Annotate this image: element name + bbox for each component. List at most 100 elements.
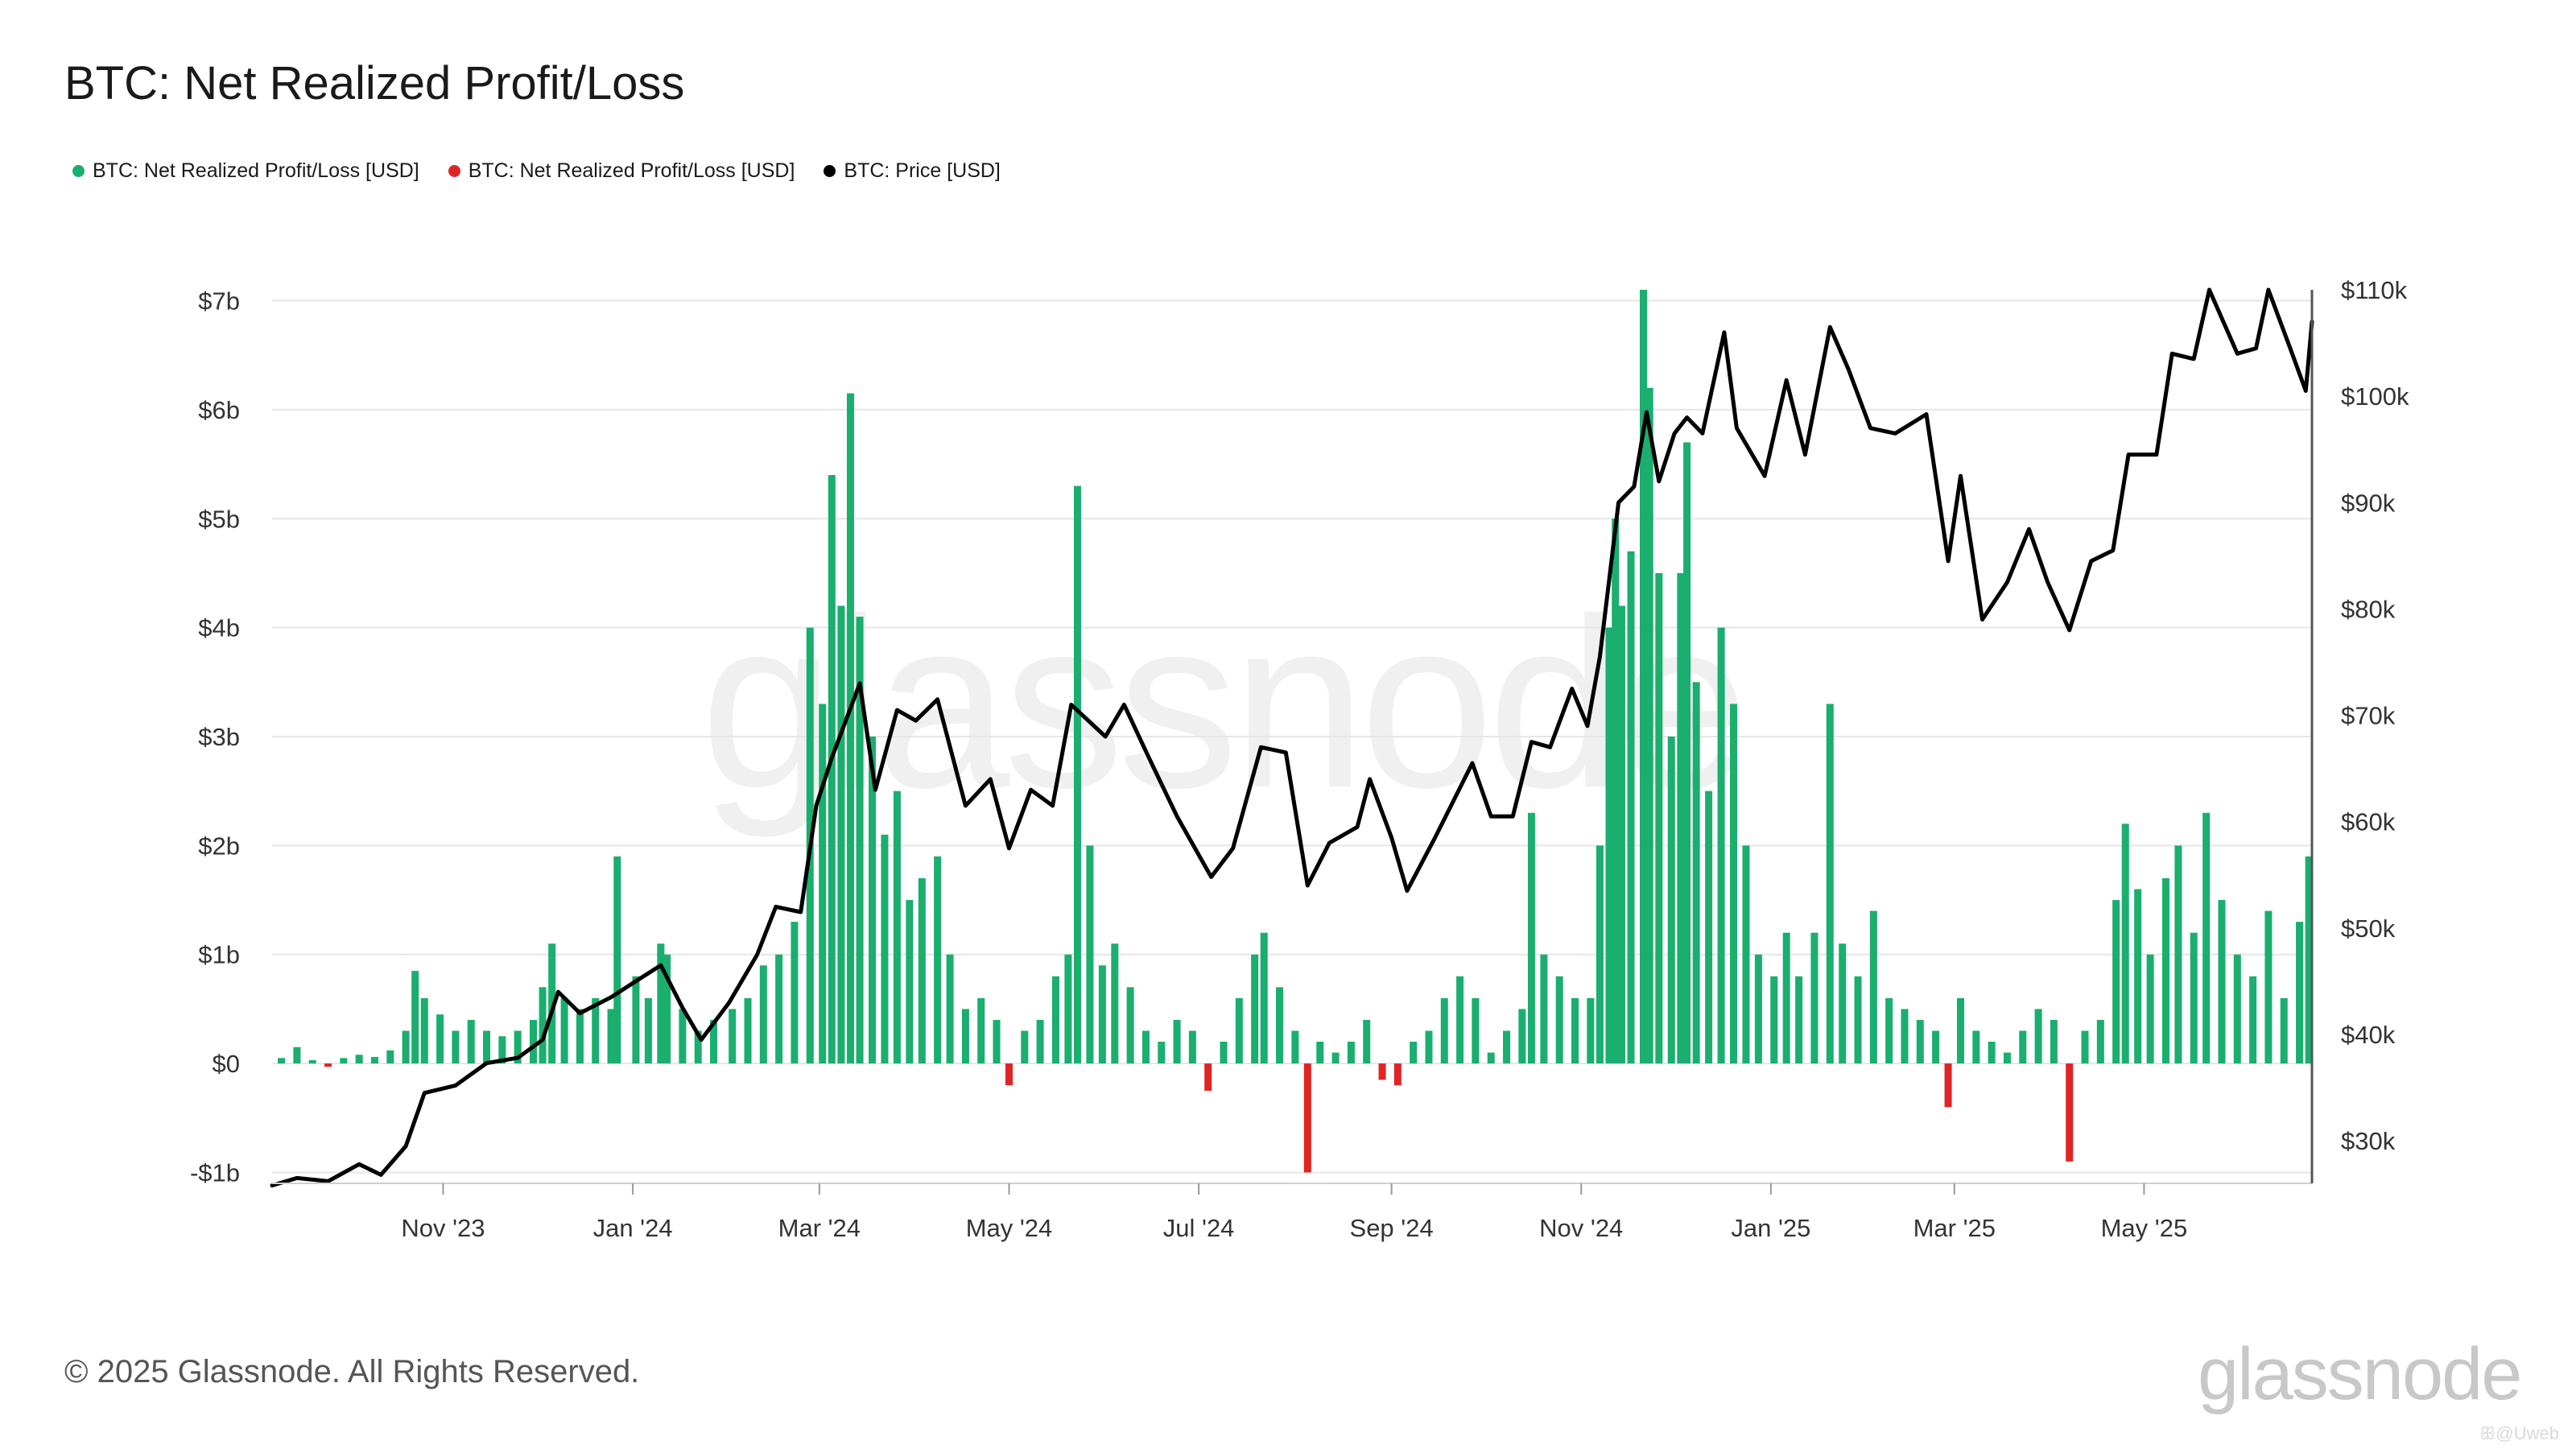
legend-label-profit: BTC: Net Realized Profit/Loss [USD] <box>93 159 419 182</box>
loss-bar <box>1393 1063 1402 1086</box>
x-tick-label: Jan '25 <box>1731 1214 1810 1242</box>
profit-bar <box>2305 856 2313 1064</box>
x-tick-label: Jan '24 <box>593 1214 673 1242</box>
profit-bar <box>1810 932 1818 1064</box>
profit-bar <box>2081 1030 2089 1064</box>
x-tick-label: Nov '23 <box>401 1214 485 1242</box>
loss-bar <box>1378 1063 1386 1080</box>
profit-bar <box>744 997 752 1064</box>
profit-bar <box>1692 682 1700 1064</box>
profit-bar <box>961 1009 969 1064</box>
profit-bar <box>1916 1019 1924 1064</box>
y-left-tick-label: $7b <box>198 287 240 316</box>
y-right-tick-label: $30k <box>2341 1127 2396 1155</box>
profit-bar <box>2190 932 2198 1064</box>
profit-bar <box>1036 1019 1044 1064</box>
profit-bar <box>946 954 954 1064</box>
profit-bar <box>1456 976 1464 1064</box>
profit-bar <box>539 987 547 1064</box>
profit-bar <box>1503 1030 1511 1064</box>
profit-bar <box>1051 976 1059 1064</box>
profit-bar <box>1957 997 1965 1064</box>
legend-dot-black <box>824 165 836 177</box>
y-left-tick-label: $5b <box>198 505 240 533</box>
profit-bar <box>402 1030 410 1064</box>
profit-bar <box>2264 910 2273 1064</box>
profit-bar <box>2096 1019 2104 1064</box>
profit-bar <box>1472 997 1480 1064</box>
profit-bar <box>340 1058 348 1064</box>
y-right-tick-label: $90k <box>2341 489 2396 517</box>
profit-bar <box>1086 845 1094 1064</box>
x-tick-label: Jul '24 <box>1163 1214 1235 1242</box>
profit-bar <box>791 922 799 1064</box>
profit-bar <box>308 1060 316 1064</box>
tick-labels: -$1b $0 $1b $2b $3b $4b $5b $6b $7b $30k $40k $50k $… <box>190 276 2409 1242</box>
profit-bar <box>1869 910 1877 1064</box>
profit-bar <box>1932 1030 1940 1064</box>
y-left-tick-label: $3b <box>198 723 240 751</box>
profit-bar <box>2249 976 2257 1064</box>
profit-bar <box>2161 877 2169 1064</box>
profit-bar <box>1730 704 1738 1064</box>
loss-bar <box>1005 1063 1013 1086</box>
profit-bar <box>1276 987 1284 1064</box>
legend-item-loss[interactable]: BTC: Net Realized Profit/Loss [USD] <box>448 159 795 183</box>
price-line <box>270 287 2314 1188</box>
x-tick-label: May '24 <box>966 1214 1053 1242</box>
profit-bar <box>1021 1030 1029 1064</box>
y-right-tick-label: $110k <box>2341 276 2408 304</box>
y-left-tick-label: $1b <box>198 941 240 969</box>
profit-bar <box>1440 997 1448 1064</box>
profit-bar <box>1988 1042 1996 1064</box>
profit-bar <box>2019 1030 2027 1064</box>
price-line-layer <box>270 287 2314 1188</box>
profit-bar <box>632 976 640 1064</box>
legend-item-price[interactable]: BTC: Price [USD] <box>824 159 1001 183</box>
profit-bar <box>2050 1019 2058 1064</box>
loss-bar <box>1204 1063 1212 1091</box>
profit-bar <box>2034 1009 2042 1064</box>
profit-bar <box>1717 627 1725 1064</box>
profit-bar <box>1555 976 1563 1064</box>
profit-bar <box>2233 954 2241 1064</box>
profit-bar <box>498 1036 506 1064</box>
profit-bar <box>1742 845 1750 1064</box>
profit-bar <box>977 997 985 1064</box>
profit-bar <box>1705 791 1713 1064</box>
profit-bar <box>576 1009 584 1064</box>
profit-bar <box>1770 976 1778 1064</box>
profit-bar <box>694 1030 702 1064</box>
y-left-tick-label: $6b <box>198 396 240 424</box>
profit-bar <box>856 617 864 1064</box>
legend-item-profit[interactable]: BTC: Net Realized Profit/Loss [USD] <box>72 159 419 183</box>
profit-bar <box>355 1055 363 1064</box>
profit-bar <box>1316 1042 1324 1064</box>
profit-bar <box>467 1019 475 1064</box>
y-right-tick-label: $80k <box>2341 595 2396 623</box>
y-right-tick-label: $60k <box>2341 808 2396 836</box>
profit-bar <box>679 1009 687 1064</box>
profit-bar <box>819 704 827 1064</box>
x-tick-label: Mar '24 <box>778 1214 861 1242</box>
profit-bar <box>1064 954 1072 1064</box>
profit-bar <box>411 971 419 1064</box>
y-right-tick-label: $70k <box>2341 702 2396 730</box>
y-left-tick-label: -$1b <box>190 1158 240 1187</box>
y-right-tick-label: $40k <box>2341 1021 2396 1049</box>
profit-bar <box>1901 1009 1909 1064</box>
profit-bar <box>1291 1030 1299 1064</box>
profit-bar <box>1518 1009 1526 1064</box>
profit-bar <box>613 856 621 1064</box>
profit-bar <box>1754 954 1762 1064</box>
x-tick-label: May '25 <box>2101 1214 2188 1242</box>
profit-bar <box>1251 954 1259 1064</box>
profit-bar <box>607 1009 615 1064</box>
legend-label-price: BTC: Price [USD] <box>844 159 1001 182</box>
profit-bar <box>1487 1052 1495 1064</box>
profit-bar <box>729 1009 737 1064</box>
profit-bar <box>2174 845 2182 1064</box>
profit-bar <box>846 393 854 1064</box>
profit-bar <box>1612 518 1620 1064</box>
loss-bar <box>1303 1063 1311 1173</box>
